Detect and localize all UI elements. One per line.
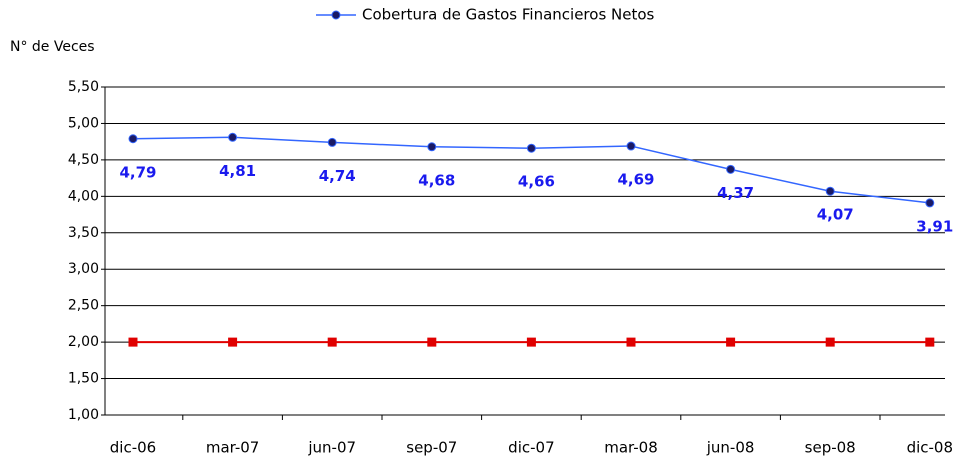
point [327, 337, 337, 347]
x-tick-label: jun-07 [307, 439, 356, 457]
point [726, 337, 736, 347]
point [925, 337, 935, 347]
x-tick-label: dic-06 [110, 439, 156, 457]
point [128, 337, 138, 347]
y-tick-label: 1,50 [68, 371, 99, 387]
point [825, 186, 835, 196]
y-tick-label: 3,00 [68, 261, 99, 277]
point [228, 132, 238, 142]
y-tick-label: 1,00 [68, 407, 99, 423]
legend-marker [331, 10, 341, 20]
point [925, 198, 935, 208]
y-tick-label: 4,00 [68, 188, 99, 204]
point [825, 337, 835, 347]
x-tick-label: mar-07 [206, 439, 260, 457]
value-label: 4,74 [319, 167, 356, 185]
x-tick-label: dic-07 [508, 439, 554, 457]
y-tick-label: 5,50 [68, 79, 99, 95]
y-tick-label: 3,50 [68, 225, 99, 241]
y-tick-label: 5,00 [68, 115, 99, 131]
value-label: 4,68 [418, 171, 455, 189]
x-tick-label: sep-07 [406, 439, 457, 457]
value-label: 4,79 [119, 163, 156, 181]
y-tick-label: 2,50 [68, 298, 99, 314]
point [526, 143, 536, 153]
point [526, 337, 536, 347]
y-axis-label: N° de Veces [10, 39, 95, 55]
legend-label: Cobertura de Gastos Financieros Netos [362, 6, 655, 24]
value-label: 4,07 [817, 206, 854, 224]
value-label: 4,37 [717, 184, 754, 202]
y-tick-label: 2,00 [68, 334, 99, 350]
point [228, 337, 238, 347]
x-tick-label: dic-08 [907, 439, 953, 457]
x-tick-label: mar-08 [604, 439, 658, 457]
value-label: 3,91 [916, 217, 953, 235]
point [327, 137, 337, 147]
point [626, 337, 636, 347]
value-label: 4,66 [518, 173, 555, 191]
x-tick-label: sep-08 [805, 439, 856, 457]
x-tick-label: jun-08 [706, 439, 755, 457]
point [726, 164, 736, 174]
y-tick-label: 4,50 [68, 152, 99, 168]
value-label: 4,81 [219, 162, 256, 180]
point [626, 141, 636, 151]
value-label: 4,69 [617, 171, 654, 189]
point [427, 337, 437, 347]
point [128, 134, 138, 144]
point [427, 142, 437, 152]
